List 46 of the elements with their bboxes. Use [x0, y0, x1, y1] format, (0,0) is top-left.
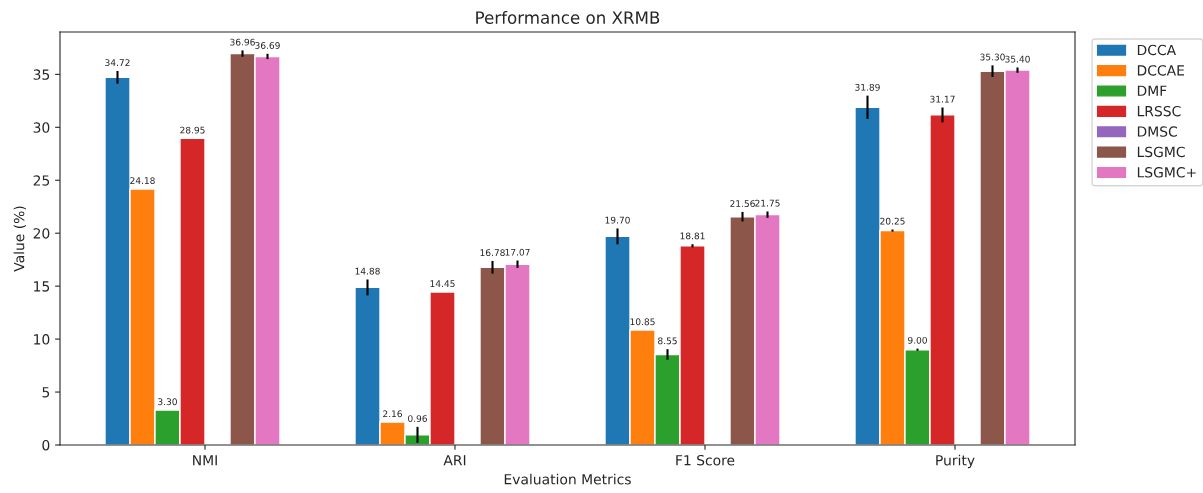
- data-label: 10.85: [630, 318, 655, 326]
- y-tick-label: 25: [33, 175, 50, 186]
- x-axis-title: Evaluation Metrics: [504, 473, 631, 485]
- data-label: 0.96: [408, 415, 427, 422]
- y-tick-label: 20: [33, 228, 50, 239]
- y-tick-label: 35: [33, 69, 50, 80]
- chart-title: Performance on XRMB: [476, 11, 660, 24]
- x-tick-label: NMI: [193, 455, 217, 466]
- y-tick-label: 30: [33, 122, 50, 133]
- y-tick-label: 0: [42, 439, 50, 451]
- data-label: 21.56: [730, 200, 755, 207]
- legend-label: DMF: [1137, 85, 1167, 96]
- data-label: 14.88: [355, 267, 380, 275]
- data-label: 35.30: [980, 53, 1005, 61]
- x-tick-label: F1 Score: [676, 454, 735, 466]
- data-label: 20.25: [880, 217, 905, 225]
- legend-label: LSGMC+: [1137, 167, 1196, 178]
- data-label: 24.18: [130, 177, 155, 185]
- data-label: 19.70: [605, 216, 630, 224]
- data-label: 28.95: [180, 126, 205, 134]
- data-label: 35.40: [1005, 55, 1030, 63]
- x-tick-label: Purity: [936, 454, 975, 469]
- legend-label: DCCAE: [1137, 65, 1185, 76]
- data-label: 9.00: [908, 336, 927, 344]
- data-label: 17.07: [505, 248, 530, 256]
- data-label: 14.45: [430, 280, 455, 288]
- legend-label: DCCA: [1137, 44, 1177, 56]
- x-tick-label: ARI: [443, 455, 466, 466]
- data-label: 21.75: [755, 199, 780, 207]
- data-label: 2.16: [383, 410, 402, 418]
- y-tick-label: 5: [42, 387, 50, 398]
- data-label: 16.78: [480, 249, 505, 257]
- y-tick-label: 15: [34, 281, 50, 292]
- legend-label: DMSC: [1137, 126, 1177, 137]
- data-label: 3.30: [158, 398, 177, 406]
- data-label: 34.72: [105, 59, 130, 67]
- data-label: 18.81: [680, 232, 705, 240]
- legend-label: LSGMC: [1137, 146, 1185, 158]
- data-label: 31.89: [855, 83, 880, 91]
- data-label: 8.55: [658, 337, 677, 345]
- y-tick-label: 10: [34, 334, 50, 345]
- data-label: 31.17: [930, 95, 955, 103]
- data-label: 36.96: [230, 38, 255, 46]
- y-axis-title: Value (%): [13, 206, 26, 272]
- legend-label: LRSSC: [1137, 105, 1181, 117]
- data-label: 36.69: [255, 42, 280, 49]
